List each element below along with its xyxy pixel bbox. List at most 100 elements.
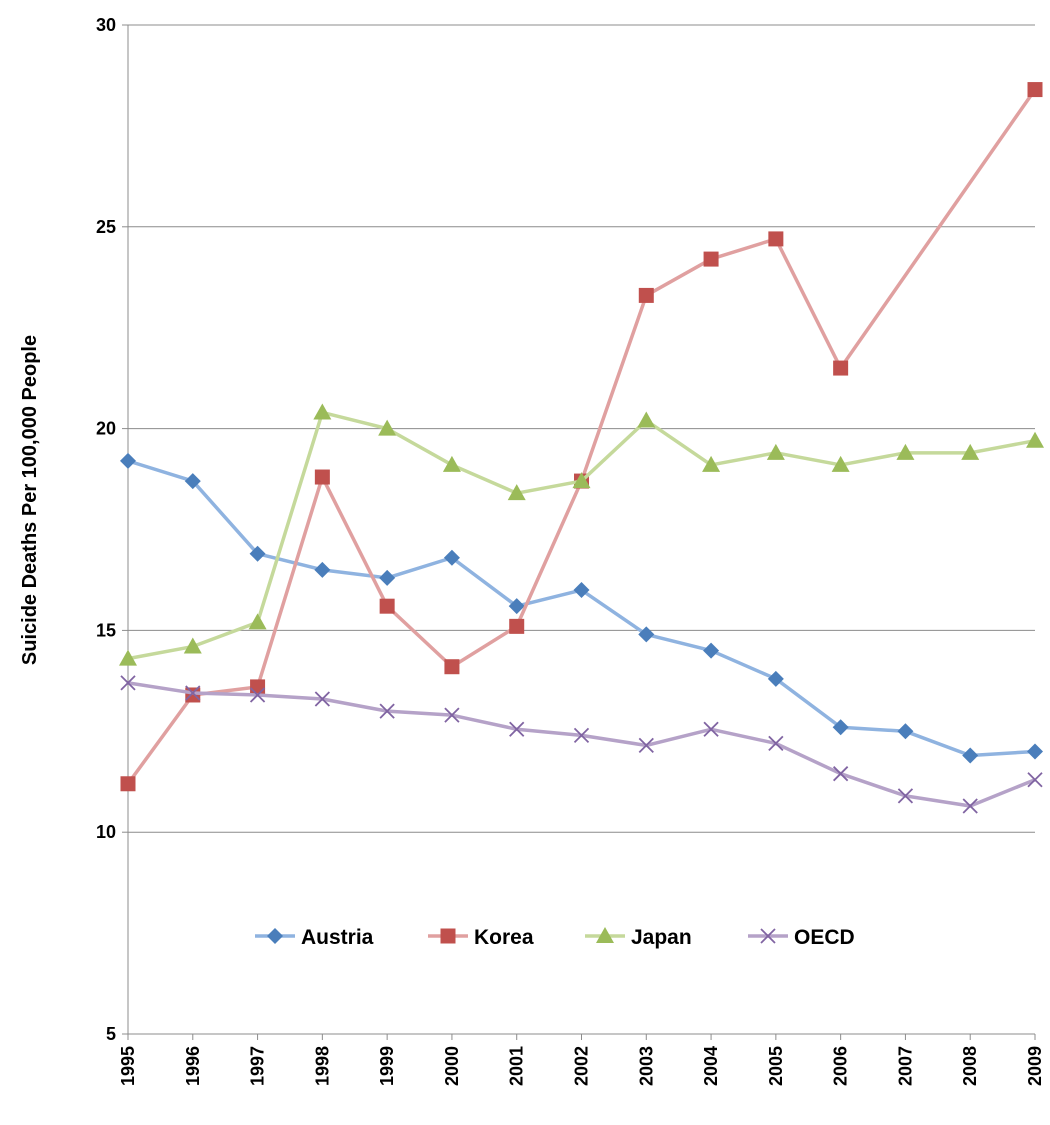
data-point-oecd	[1027, 772, 1043, 788]
x-tick-label: 1995	[118, 1046, 138, 1086]
data-point-oecd	[185, 685, 201, 701]
data-point-oecd	[703, 721, 719, 737]
data-point-japan	[183, 637, 202, 654]
data-point-oecd	[120, 675, 136, 691]
x-tick-label: 2009	[1025, 1046, 1045, 1086]
y-axis-title: Suicide Deaths Per 100,000 People	[19, 335, 41, 665]
data-point-oecd	[509, 721, 525, 737]
legend-label-korea: Korea	[474, 926, 534, 949]
data-point-japan	[119, 649, 137, 666]
data-point-japan	[766, 443, 785, 460]
data-point-oecd	[444, 707, 460, 723]
legend-marker-oecd	[760, 928, 776, 944]
x-tick-label: 2006	[831, 1046, 851, 1086]
gridlines	[128, 24, 1035, 833]
y-tick-labels: 5 10 15 20 25 30	[96, 15, 116, 1044]
data-point-japan	[896, 443, 915, 460]
data-point-korea	[1027, 82, 1043, 98]
data-point-korea	[379, 598, 395, 614]
y-tick-label: 25	[96, 217, 116, 237]
series-line-japan	[127, 410, 1036, 661]
data-point-korea	[703, 251, 719, 267]
legend-item-austria: Austria	[255, 926, 374, 949]
data-point-austria	[508, 598, 525, 615]
x-tick-label: 1999	[377, 1046, 397, 1086]
data-point-korea	[250, 679, 266, 695]
data-point-oecd	[638, 737, 654, 754]
data-point-oecd	[379, 703, 395, 719]
data-point-oecd	[897, 788, 914, 804]
data-point-oecd	[768, 735, 784, 752]
series-austria	[120, 452, 1043, 764]
data-point-austria	[638, 626, 655, 643]
data-point-japan	[572, 472, 591, 489]
data-point-japan	[637, 411, 656, 428]
data-point-korea	[833, 360, 849, 376]
data-point-oecd	[962, 798, 978, 814]
data-point-korea	[314, 469, 330, 485]
data-point-oecd	[314, 691, 330, 707]
data-point-japan	[442, 455, 461, 472]
series-group	[119, 82, 1044, 814]
data-point-oecd	[833, 766, 849, 782]
data-point-austria	[314, 561, 331, 578]
data-point-japan	[507, 484, 526, 501]
x-tick-label: 1998	[312, 1046, 332, 1086]
x-tick-label: 2004	[701, 1046, 721, 1086]
series-oecd	[120, 675, 1043, 814]
x-tick-label: 2001	[507, 1046, 527, 1086]
data-point-japan	[378, 419, 397, 436]
data-point-oecd	[249, 687, 266, 703]
data-point-austria	[1027, 743, 1043, 760]
series-korea	[120, 82, 1043, 792]
data-point-austria	[573, 582, 590, 599]
x-tick-labels: 1995 1996 1997 1998 1999 2000 2001 2002 2003 2004…	[118, 1046, 1045, 1086]
data-point-japan	[1026, 431, 1044, 448]
series-japan	[119, 403, 1044, 666]
data-point-korea	[444, 659, 460, 675]
legend-item-japan: Japan	[585, 926, 692, 949]
x-tick-label: 2002	[572, 1046, 592, 1086]
data-point-korea	[638, 287, 654, 303]
data-point-korea	[768, 231, 784, 247]
data-point-austria	[249, 545, 266, 562]
x-tick-label: 2008	[960, 1046, 980, 1086]
data-point-austria	[767, 670, 784, 687]
legend-marker-japan	[596, 927, 614, 943]
legend-item-korea: Korea	[428, 926, 534, 949]
data-point-austria	[897, 723, 914, 740]
y-tick-label: 30	[96, 15, 116, 35]
axes	[122, 24, 1036, 1040]
data-point-austria	[962, 747, 979, 764]
data-point-austria	[120, 452, 136, 469]
y-tick-label: 15	[96, 620, 116, 640]
data-point-austria	[184, 473, 201, 490]
data-point-japan	[702, 455, 721, 472]
y-tick-label: 20	[96, 419, 116, 439]
x-tick-label: 2005	[766, 1046, 786, 1086]
series-line-austria	[127, 459, 1036, 758]
data-point-korea	[509, 618, 525, 634]
data-point-korea	[185, 687, 201, 703]
data-point-korea	[120, 776, 136, 792]
data-point-japan	[831, 455, 850, 472]
x-tick-label: 2000	[442, 1046, 462, 1086]
data-point-japan	[313, 403, 332, 420]
data-point-austria	[703, 642, 720, 659]
x-tick-label: 1996	[183, 1046, 203, 1086]
y-tick-label: 10	[96, 822, 116, 842]
legend: Austria Korea Japan OECD	[255, 926, 855, 949]
y-tick-label: 5	[106, 1024, 116, 1044]
data-point-oecd	[573, 727, 590, 743]
data-point-austria	[832, 719, 849, 736]
legend-label-oecd: OECD	[794, 926, 855, 949]
legend-label-japan: Japan	[631, 926, 692, 949]
x-tick-label: 2003	[636, 1046, 656, 1086]
data-point-japan	[248, 613, 267, 630]
legend-marker-austria	[267, 928, 283, 944]
legend-item-oecd: OECD	[748, 926, 855, 949]
data-point-austria	[443, 549, 460, 566]
data-point-austria	[379, 569, 396, 586]
legend-marker-korea	[440, 928, 456, 944]
